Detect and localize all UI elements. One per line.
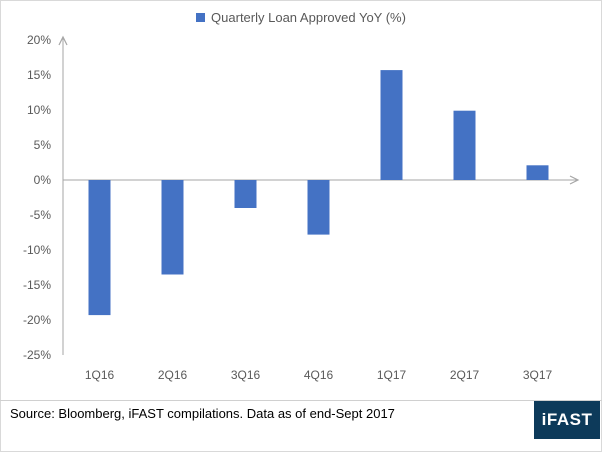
bar	[88, 180, 111, 316]
bar	[307, 180, 330, 235]
y-tick-label: -10%	[23, 243, 51, 257]
source-note: Source: Bloomberg, iFAST compilations. D…	[10, 406, 395, 421]
y-tick-label: 5%	[34, 138, 52, 152]
ifast-logo: iFAST	[534, 401, 600, 439]
bar	[380, 70, 403, 180]
y-axis-arrow	[58, 35, 68, 46]
y-tick-label: -20%	[23, 313, 51, 327]
y-tick-label: 15%	[27, 68, 51, 82]
bar	[453, 110, 476, 180]
y-tick-label: -25%	[23, 348, 51, 362]
logo-text: iFAST	[541, 410, 593, 429]
x-tick-label: 1Q17	[377, 368, 407, 382]
footer-divider	[0, 400, 602, 401]
legend: Quarterly Loan Approved YoY (%)	[0, 10, 602, 25]
legend-swatch	[196, 13, 206, 22]
x-tick-label: 2Q17	[450, 368, 480, 382]
y-tick-label: 0%	[34, 173, 52, 187]
x-tick-label: 3Q17	[523, 368, 553, 382]
y-tick-label: -15%	[23, 278, 51, 292]
bar-chart: 20% 15% 10% 5% 0% -5% -10% -15% -20% -25% 1Q16 2Q16…	[23, 33, 580, 382]
bar	[526, 165, 549, 180]
x-tick-label: 2Q16	[158, 368, 188, 382]
footer: Source: Bloomberg, iFAST compilations. D…	[0, 400, 602, 452]
x-tick-label: 3Q16	[231, 368, 261, 382]
x-axis-arrow	[569, 175, 580, 185]
y-tick-label: 10%	[27, 103, 51, 117]
x-tick-label: 1Q16	[85, 368, 115, 382]
y-tick-label: 20%	[27, 33, 51, 47]
x-tick-label: 4Q16	[304, 368, 334, 382]
bar	[161, 180, 184, 275]
y-tick-label: -5%	[30, 208, 52, 222]
bar	[234, 180, 257, 208]
legend-label: Quarterly Loan Approved YoY (%)	[211, 10, 406, 25]
